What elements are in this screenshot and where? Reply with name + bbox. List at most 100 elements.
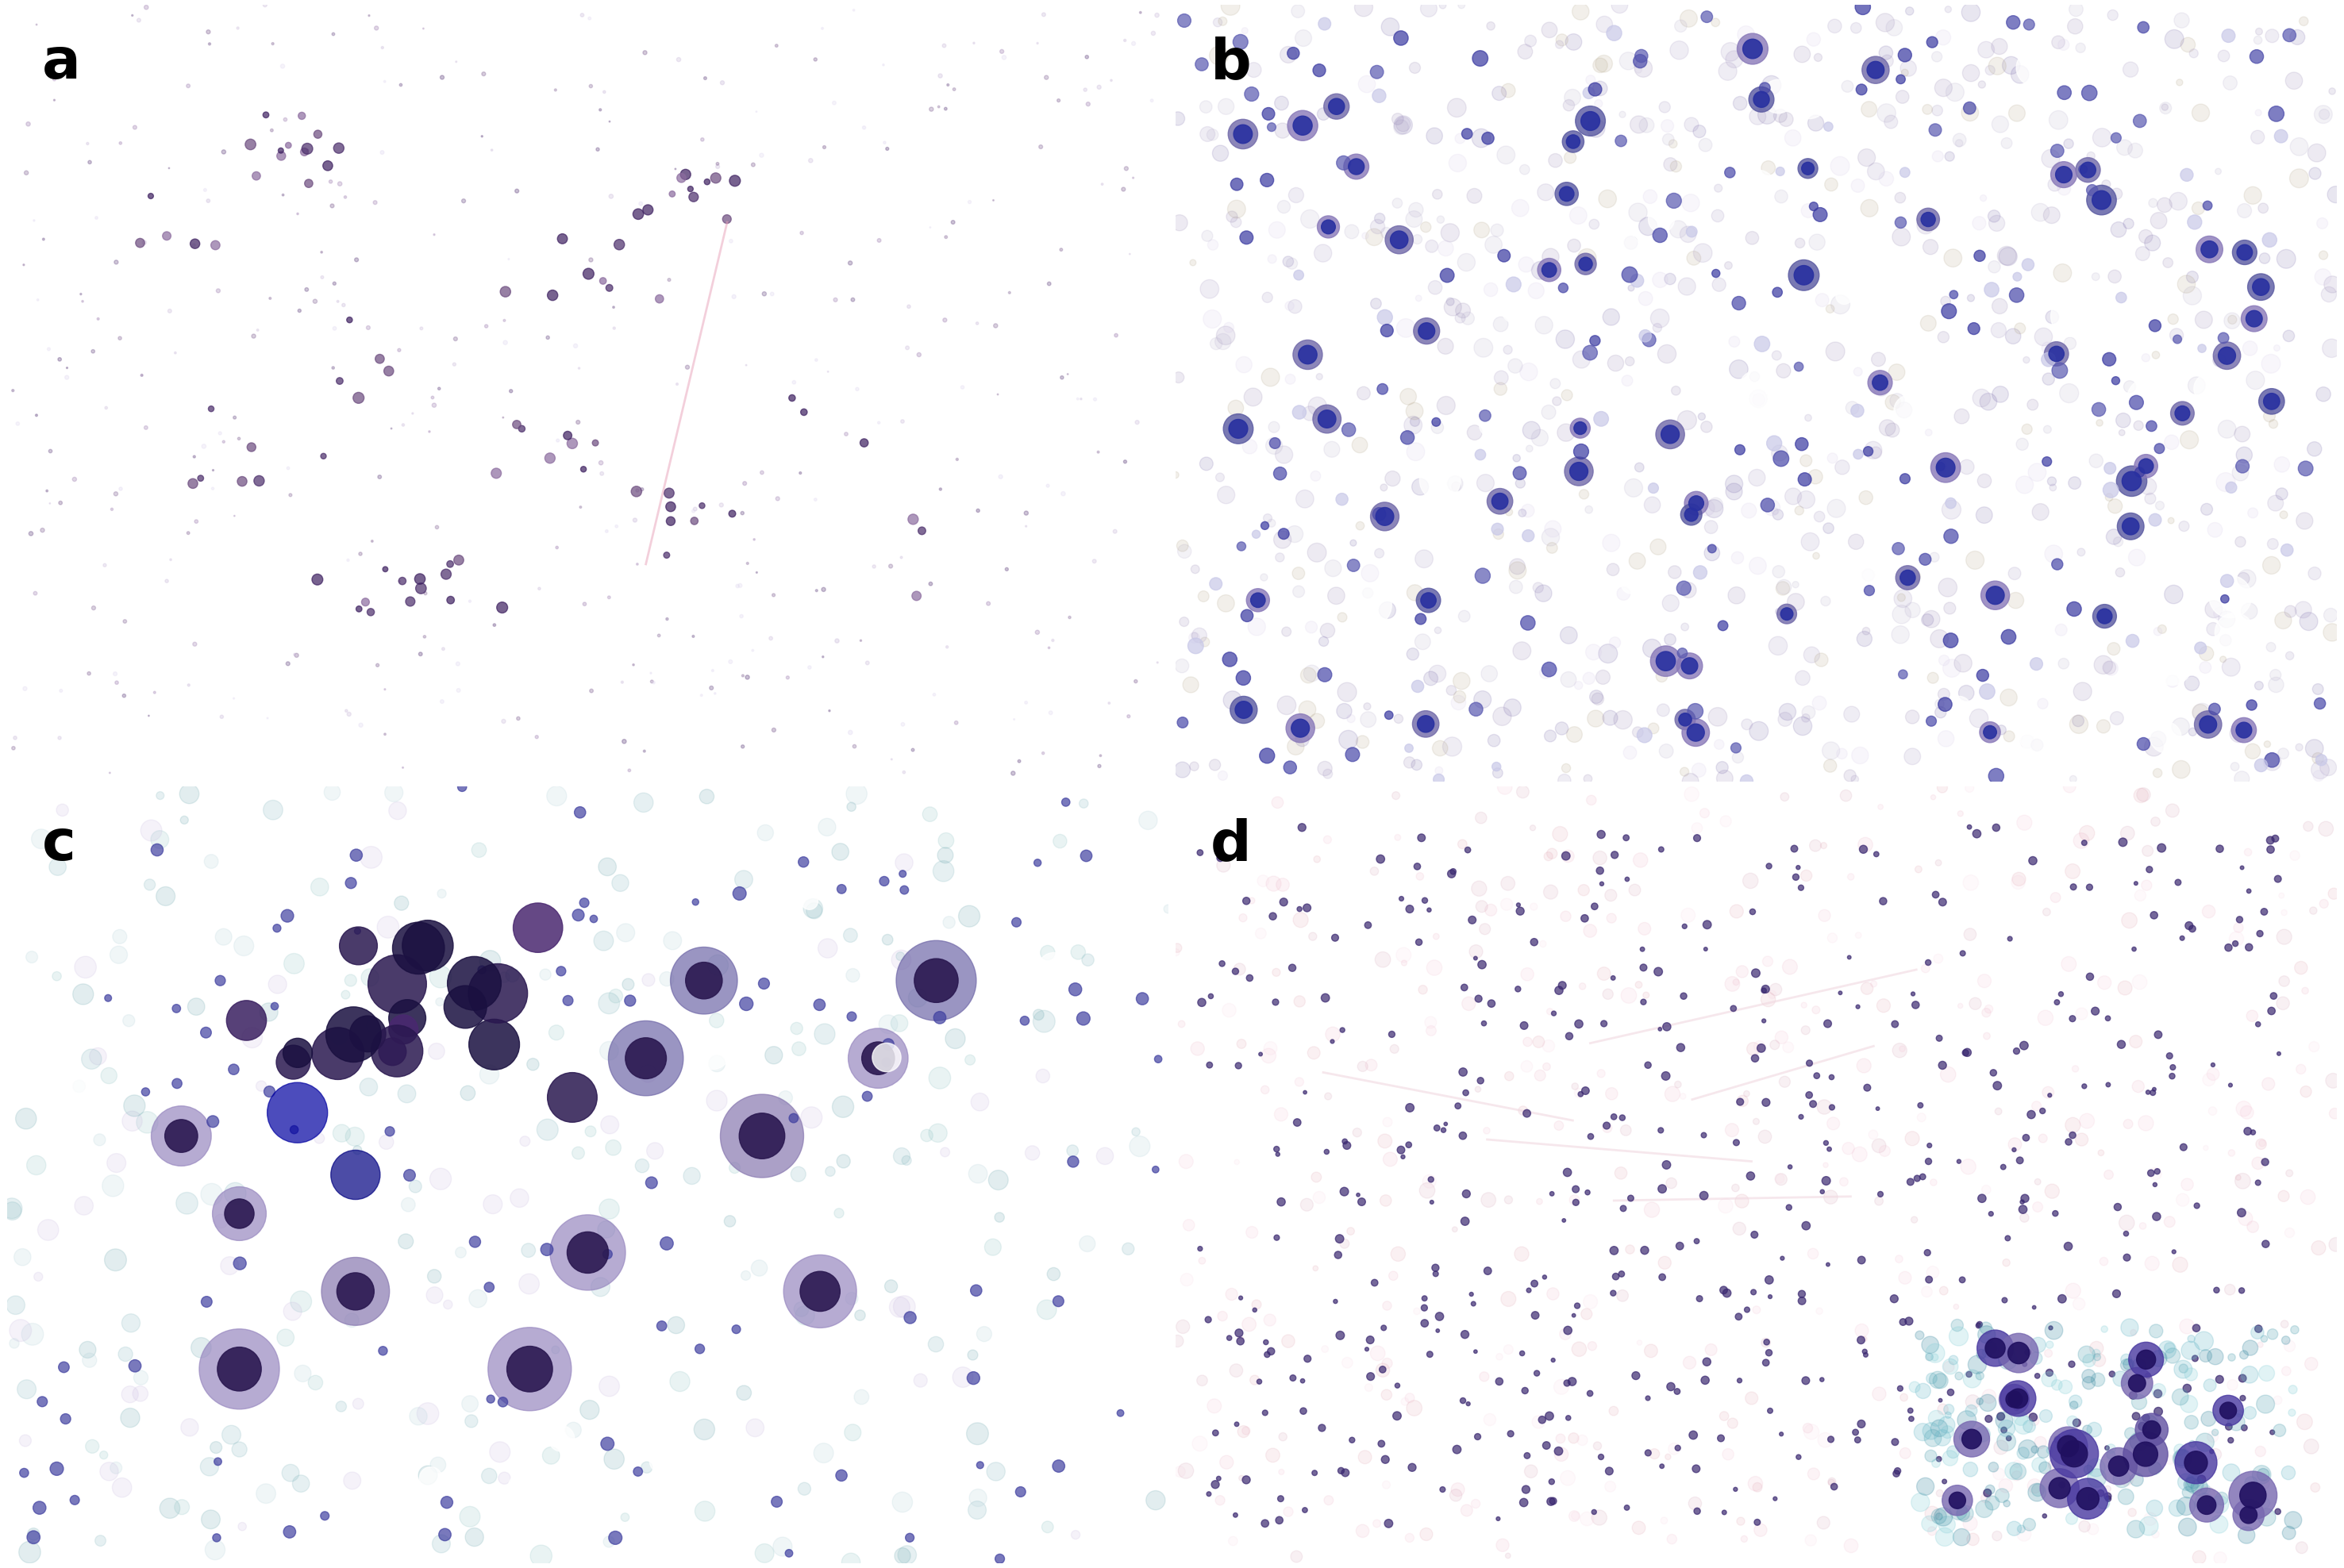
- Point: [2063, 36, 2100, 61]
- Point: [49, 365, 87, 390]
- Point: [176, 230, 213, 256]
- Point: [1024, 1008, 1062, 1033]
- Point: [314, 22, 352, 47]
- Point: [823, 839, 860, 864]
- Point: [1411, 1342, 1449, 1367]
- Point: [804, 577, 841, 602]
- Point: [1195, 753, 1233, 778]
- Point: [380, 798, 417, 823]
- Point: [1521, 1063, 1559, 1088]
- Point: [1648, 649, 1685, 674]
- Point: [961, 1452, 999, 1477]
- Point: [2208, 343, 2246, 368]
- Point: [1029, 1515, 1067, 1540]
- Point: [1369, 1110, 1406, 1135]
- Point: [1369, 597, 1406, 622]
- Point: [1367, 221, 1404, 246]
- Point: [982, 39, 1020, 64]
- Point: [2107, 1210, 2145, 1236]
- Point: [2039, 989, 2077, 1014]
- Point: [895, 506, 933, 532]
- Point: [928, 828, 966, 853]
- Point: [2011, 1402, 2049, 1427]
- Point: [1840, 172, 1878, 198]
- Point: [56, 1488, 94, 1513]
- Point: [2135, 1077, 2173, 1102]
- Point: [1814, 1112, 1852, 1137]
- Point: [1739, 378, 1777, 403]
- Point: [1735, 36, 1772, 61]
- Point: [2058, 0, 2096, 22]
- Point: [1456, 420, 1493, 445]
- Point: [148, 569, 185, 594]
- Point: [473, 1192, 511, 1217]
- Point: [1906, 547, 1943, 572]
- Point: [1910, 207, 1948, 232]
- Point: [682, 1336, 720, 1361]
- Point: [2201, 836, 2239, 861]
- Point: [1437, 1483, 1474, 1508]
- Point: [635, 670, 673, 695]
- Point: [246, 102, 284, 127]
- Point: [391, 1163, 429, 1189]
- Point: [150, 1496, 188, 1521]
- Point: [1390, 1094, 1427, 1120]
- Point: [2119, 412, 2156, 437]
- Point: [30, 491, 68, 516]
- Point: [326, 293, 363, 318]
- Point: [952, 1047, 989, 1073]
- Point: [2253, 748, 2290, 773]
- Point: [586, 928, 624, 953]
- Point: [1240, 588, 1277, 613]
- Point: [1549, 1405, 1587, 1430]
- Point: [2032, 304, 2070, 329]
- Point: [1620, 199, 1657, 224]
- Point: [1395, 412, 1432, 437]
- Point: [1692, 1338, 1730, 1363]
- Point: [1521, 425, 1559, 450]
- Point: [1533, 535, 1570, 560]
- Point: [213, 1422, 251, 1447]
- Point: [38, 1457, 75, 1482]
- Point: [2253, 389, 2290, 414]
- Point: [588, 855, 626, 880]
- Point: [2192, 237, 2229, 262]
- Point: [1378, 107, 1416, 132]
- Point: [2224, 718, 2262, 743]
- Point: [778, 1016, 816, 1041]
- Point: [1287, 486, 1324, 511]
- Point: [169, 1190, 206, 1215]
- Point: [1324, 486, 1362, 511]
- Point: [572, 6, 609, 31]
- Point: [743, 143, 781, 168]
- Point: [1648, 739, 1685, 764]
- Point: [96, 481, 134, 506]
- Point: [827, 422, 865, 447]
- Point: [220, 426, 258, 452]
- Point: [1624, 56, 1662, 82]
- Point: [450, 1504, 488, 1529]
- Point: [1643, 837, 1681, 862]
- Point: [1737, 1109, 1774, 1134]
- Point: [1760, 633, 1798, 659]
- Point: [1913, 607, 1950, 632]
- Point: [1596, 1239, 1634, 1264]
- Point: [1760, 158, 1798, 183]
- Point: [846, 430, 884, 455]
- Point: [1746, 1124, 1784, 1149]
- Point: [1653, 422, 1690, 447]
- Point: [499, 706, 537, 731]
- Point: [1191, 1482, 1228, 1507]
- Point: [1709, 58, 1746, 83]
- Point: [1786, 448, 1824, 474]
- Point: [1838, 16, 1875, 41]
- Point: [1306, 756, 1343, 781]
- Point: [1310, 1488, 1348, 1513]
- Point: [1826, 1170, 1863, 1195]
- Point: [1549, 93, 1587, 118]
- Point: [169, 74, 206, 99]
- Point: [197, 232, 234, 257]
- Point: [1676, 720, 1713, 745]
- Point: [422, 989, 459, 1014]
- Point: [652, 508, 689, 533]
